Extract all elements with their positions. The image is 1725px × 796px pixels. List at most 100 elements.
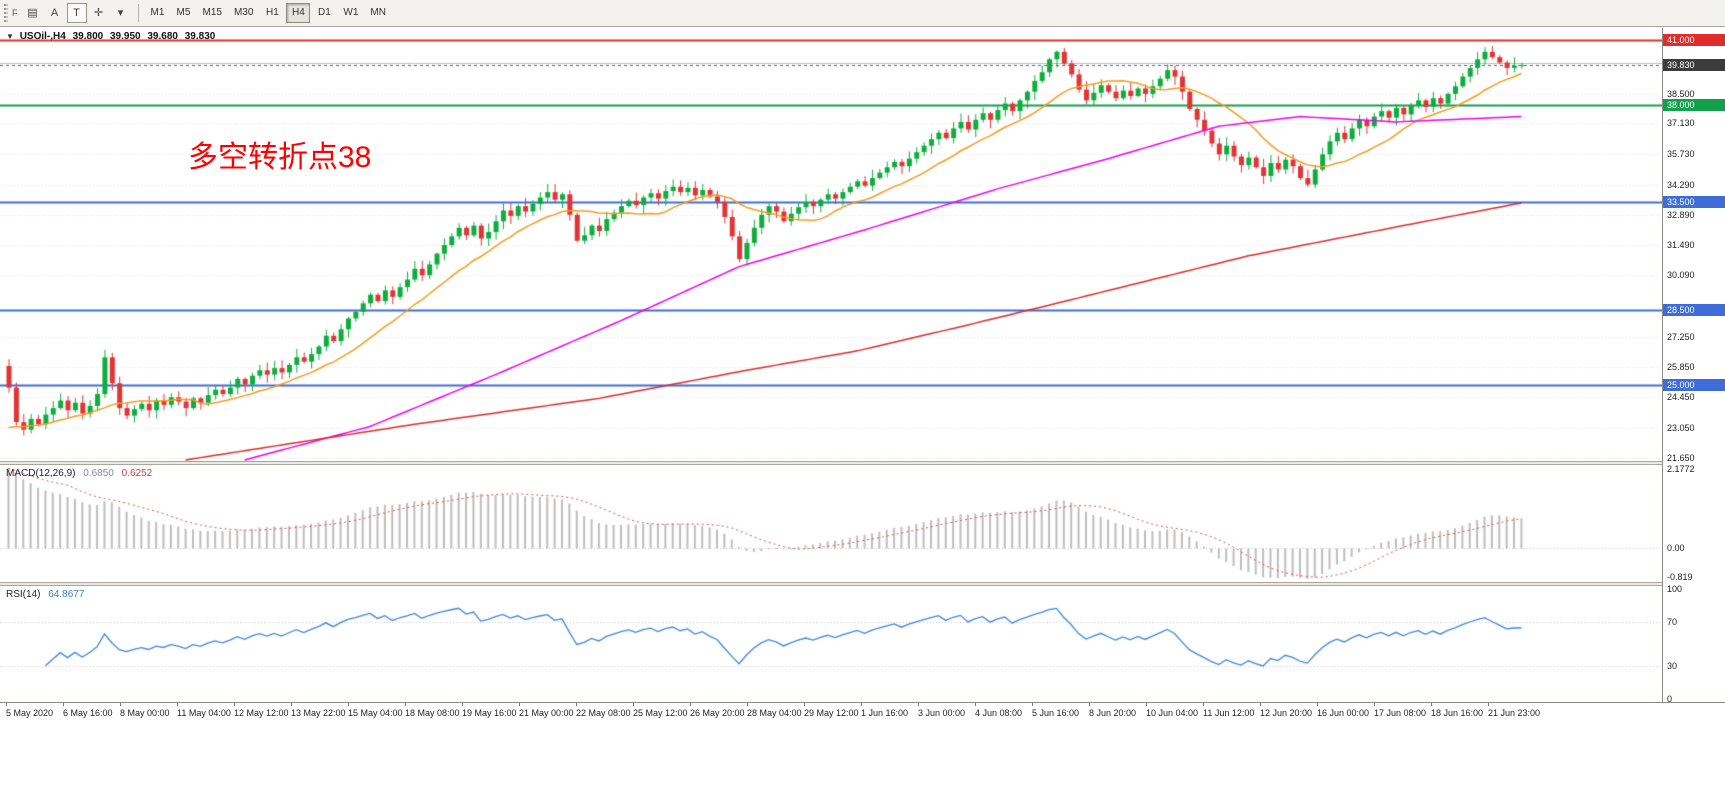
symbol-period-label: USOil-,H4: [19, 31, 66, 42]
rsi-scale-label: 30: [1667, 661, 1678, 671]
macd-indicator-canvas[interactable]: [0, 465, 1662, 582]
time-tick: [576, 703, 577, 706]
rsi-name: RSI(14): [6, 589, 41, 600]
time-label: 12 Jun 20:00: [1260, 708, 1313, 718]
timeframe-button-M5[interactable]: M5: [172, 3, 196, 23]
time-label: 21 Jun 23:00: [1488, 708, 1541, 718]
time-label: 13 May 22:00: [291, 708, 346, 718]
dropdown-caret-icon[interactable]: ▾: [111, 3, 131, 23]
price-tick-label: 30.090: [1667, 270, 1695, 281]
price-tick-label: 21.650: [1667, 452, 1695, 463]
time-label: 26 May 20:00: [690, 708, 745, 718]
time-tick: [918, 703, 919, 706]
ohlc-open: 39.800: [72, 31, 104, 42]
time-tick: [633, 703, 634, 706]
time-label: 29 May 12:00: [804, 708, 859, 718]
time-label: 22 May 08:00: [576, 708, 631, 718]
ohlc-close: 39.830: [184, 31, 216, 42]
rsi-scale-label: 100: [1667, 584, 1683, 594]
time-tick: [63, 703, 64, 706]
time-tick: [1260, 703, 1261, 706]
price-tick-label: 32.890: [1667, 210, 1695, 221]
price-tick-label: 25.850: [1667, 362, 1695, 373]
price-line-badge: 38.000: [1663, 98, 1725, 111]
timeframe-button-W1[interactable]: W1: [338, 3, 363, 23]
ohlc-low: 39.680: [147, 31, 178, 42]
ohlc-high: 39.950: [109, 31, 141, 42]
panel-splitter[interactable]: [0, 582, 1725, 586]
toolbar-separator: [137, 4, 139, 22]
time-tick: [1317, 703, 1318, 706]
time-label: 6 May 16:00: [63, 708, 113, 718]
price-chart-canvas[interactable]: [0, 28, 1662, 461]
time-tick: [975, 703, 976, 706]
timeframe-button-D1[interactable]: D1: [312, 3, 336, 23]
time-label: 17 Jun 08:00: [1374, 708, 1427, 718]
macd-scale-label: 0.00: [1667, 542, 1685, 553]
macd-title: MACD(12,26,9) 0.6850 0.6252: [6, 468, 152, 479]
timeframe-button-MN[interactable]: MN: [365, 3, 391, 23]
timeframe-button-H1[interactable]: H1: [260, 3, 284, 23]
annotation-a-icon[interactable]: A: [45, 3, 65, 23]
time-tick: [1488, 703, 1489, 706]
rsi-scale-label: 70: [1667, 617, 1678, 627]
time-tick: [177, 703, 178, 706]
time-axis[interactable]: 5 May 2020 6 May 16:00 8 May 00:00 11 May 0…: [0, 702, 1725, 724]
toolbar-icons: ▤ A T ✛ ▾: [22, 3, 132, 23]
macd-scale-label: 2.1772: [1667, 464, 1695, 475]
time-tick: [1032, 703, 1033, 706]
time-tick: [1203, 703, 1204, 706]
time-label: 8 Jun 20:00: [1089, 708, 1137, 718]
timeframe-button-M15[interactable]: M15: [198, 3, 227, 23]
time-label: 28 May 04:00: [747, 708, 802, 718]
time-label: 5 Jun 16:00: [1032, 708, 1080, 718]
time-label: 10 Jun 04:00: [1146, 708, 1199, 718]
rsi-indicator-canvas[interactable]: [0, 586, 1662, 702]
time-tick: [405, 703, 406, 706]
macd-name: MACD(12,26,9): [6, 468, 76, 479]
time-tick: [1089, 703, 1090, 706]
chart-collapse-icon[interactable]: ▼: [6, 32, 14, 41]
chart-grid-icon[interactable]: ▤: [23, 3, 43, 23]
time-label: 4 Jun 08:00: [975, 708, 1023, 718]
panel-splitter[interactable]: [0, 461, 1725, 465]
toolbar: F ▤ A T ✛ ▾ M1 M5 M15 M30 H1 H4 D1 W1 MN: [0, 0, 1725, 27]
crosshair-icon[interactable]: ✛: [89, 3, 109, 23]
price-tick-label: 38.500: [1667, 88, 1695, 99]
time-tick: [462, 703, 463, 706]
timeframe-button-M30[interactable]: M30: [229, 3, 258, 23]
time-label: 19 May 16:00: [462, 708, 517, 718]
toolbar-grip[interactable]: [4, 4, 8, 22]
time-tick: [690, 703, 691, 706]
time-tick: [6, 703, 7, 706]
time-tick: [1146, 703, 1147, 706]
time-label: 11 May 04:00: [177, 708, 231, 718]
time-tick: [519, 703, 520, 706]
price-tick-label: 24.450: [1667, 392, 1695, 403]
time-label: 25 May 12:00: [633, 708, 688, 718]
timeframe-button-M1[interactable]: M1: [146, 3, 170, 23]
price-tick-label: 37.130: [1667, 118, 1695, 129]
price-axis[interactable]: 38.500 37.130 35.730 34.290 32.890 31.490 30.0…: [1662, 28, 1725, 704]
macd-value-main: 0.6850: [83, 468, 114, 479]
time-tick: [861, 703, 862, 706]
price-line-badge: 25.000: [1663, 379, 1725, 392]
chart-annotation-text: 多空转折点38: [188, 141, 372, 174]
time-tick: [234, 703, 235, 706]
rsi-scale-label: 0: [1667, 694, 1673, 704]
text-tool-icon[interactable]: T: [66, 3, 87, 23]
time-label: 18 Jun 16:00: [1431, 708, 1484, 718]
time-label: 11 Jun 12:00: [1203, 708, 1255, 718]
time-label: 16 Jun 00:00: [1317, 708, 1370, 718]
price-line-badge: 33.500: [1663, 195, 1725, 208]
current-price-badge: 39.830: [1663, 59, 1725, 72]
time-tick: [1374, 703, 1375, 706]
time-label: 18 May 08:00: [405, 708, 460, 718]
timeframe-button-H4[interactable]: H4: [286, 3, 311, 23]
time-label: 8 May 00:00: [120, 708, 170, 718]
time-label: 15 May 04:00: [348, 708, 403, 718]
rsi-title: RSI(14) 64.8677: [6, 589, 84, 600]
window-tab-label: F: [12, 8, 18, 18]
time-label: 21 May 00:00: [519, 708, 574, 718]
